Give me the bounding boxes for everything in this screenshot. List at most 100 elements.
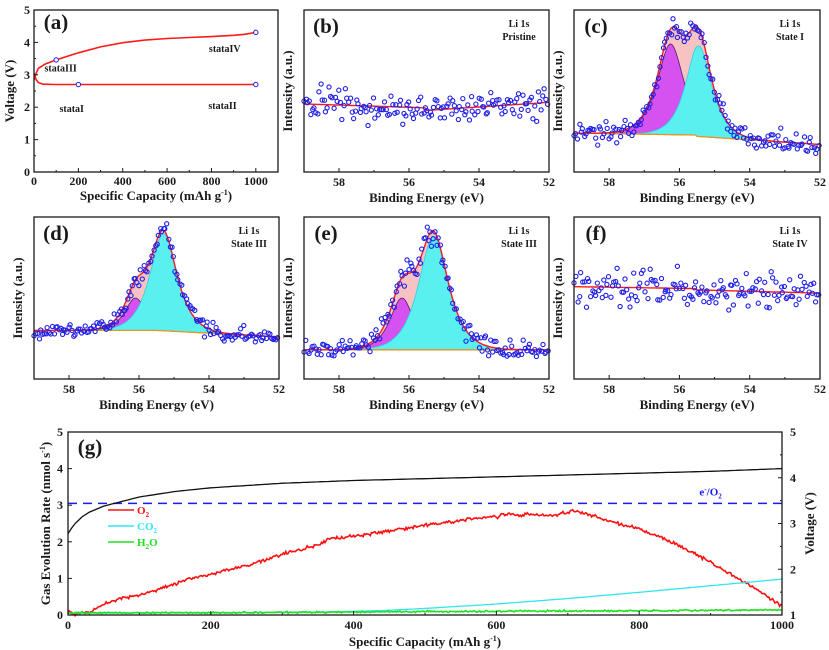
y-tick-label: 2 bbox=[24, 100, 30, 114]
data-point bbox=[696, 28, 702, 34]
data-point bbox=[308, 111, 314, 118]
plot-frame-c bbox=[573, 9, 821, 173]
data-point bbox=[350, 352, 356, 358]
peak-component-2 bbox=[573, 45, 821, 145]
data-point bbox=[368, 107, 374, 113]
data-point bbox=[44, 324, 50, 331]
data-point bbox=[742, 293, 748, 299]
x-tick-label: 52 bbox=[814, 175, 826, 189]
data-point bbox=[767, 141, 773, 148]
data-point bbox=[455, 116, 462, 123]
data-point bbox=[724, 126, 731, 132]
data-point bbox=[151, 247, 157, 253]
fit-envelope-line bbox=[574, 286, 820, 294]
data-point bbox=[75, 326, 82, 332]
data-point bbox=[493, 338, 499, 345]
data-point bbox=[373, 106, 380, 112]
data-point bbox=[183, 296, 190, 302]
data-point bbox=[365, 344, 371, 350]
panel-label: (b) bbox=[313, 14, 339, 38]
data-point bbox=[601, 277, 607, 283]
data-point bbox=[655, 75, 662, 81]
data-point bbox=[346, 99, 352, 105]
data-point bbox=[742, 125, 748, 131]
y-axis-label: Intensity (a.u.) bbox=[550, 50, 565, 131]
data-point bbox=[484, 347, 491, 353]
data-point bbox=[636, 285, 642, 291]
data-point bbox=[306, 98, 312, 104]
data-point bbox=[155, 232, 161, 239]
data-point bbox=[582, 133, 588, 140]
data-point bbox=[743, 270, 749, 277]
data-point bbox=[229, 337, 235, 343]
data-point bbox=[631, 270, 637, 276]
data-point bbox=[697, 289, 704, 295]
data-point bbox=[518, 106, 524, 113]
data-point bbox=[386, 111, 393, 118]
data-point bbox=[626, 296, 632, 302]
data-point bbox=[609, 130, 615, 136]
data-point bbox=[166, 236, 172, 243]
data-point bbox=[620, 289, 627, 295]
data-point bbox=[215, 329, 222, 335]
data-point bbox=[627, 304, 633, 310]
data-point bbox=[716, 92, 722, 99]
data-point bbox=[670, 16, 676, 22]
data-point bbox=[605, 274, 612, 280]
data-point bbox=[350, 115, 357, 122]
data-point bbox=[704, 288, 710, 294]
data-point bbox=[316, 89, 322, 95]
data-point bbox=[113, 319, 120, 325]
data-point bbox=[201, 334, 208, 340]
data-point bbox=[734, 134, 740, 141]
data-point bbox=[349, 109, 355, 115]
data-point bbox=[678, 29, 684, 35]
x-tick-label: 58 bbox=[63, 382, 75, 396]
data-point bbox=[618, 127, 625, 134]
data-point bbox=[397, 102, 403, 108]
data-point bbox=[739, 285, 745, 292]
data-point bbox=[162, 226, 168, 232]
data-point bbox=[462, 112, 468, 118]
data-point bbox=[460, 95, 466, 102]
data-point bbox=[372, 337, 378, 343]
panel-e: 58 56 54 52 Binding Energy (eV) Intensity (a.… bbox=[280, 216, 555, 412]
spectrum-title: Li 1s bbox=[239, 226, 260, 237]
data-point bbox=[601, 131, 607, 137]
data-point bbox=[373, 327, 379, 333]
data-point bbox=[575, 299, 581, 305]
data-point bbox=[803, 283, 809, 289]
data-point bbox=[476, 345, 483, 351]
data-point bbox=[430, 236, 436, 242]
data-point bbox=[393, 289, 399, 295]
x-tick-label: 56 bbox=[133, 382, 145, 396]
x-tick-label: 52 bbox=[273, 382, 285, 396]
data-point bbox=[599, 294, 605, 301]
data-point bbox=[488, 89, 494, 96]
panel-label: (f) bbox=[586, 221, 607, 245]
data-point bbox=[410, 115, 417, 122]
panel-c: 58 56 54 52 Binding Energy (eV) Intensity (a.… bbox=[550, 9, 826, 205]
spectrum-title: State I bbox=[776, 32, 804, 43]
x-axis-label: Specific Capacity (mAh g-1) bbox=[349, 634, 501, 649]
data-point bbox=[267, 331, 273, 337]
data-point bbox=[804, 293, 810, 300]
data-point bbox=[482, 333, 489, 339]
data-point bbox=[525, 107, 531, 114]
data-point bbox=[461, 326, 467, 332]
data-point bbox=[403, 113, 409, 119]
data-point bbox=[745, 303, 751, 309]
data-point bbox=[807, 134, 813, 141]
data-point bbox=[481, 104, 487, 110]
data-point bbox=[766, 305, 772, 311]
panel-a: stataI stataII stataIII stataIV 0 200 400 600 80… bbox=[2, 3, 279, 203]
state-marker bbox=[75, 81, 82, 88]
series-line-h2o bbox=[67, 608, 783, 615]
data-point bbox=[624, 125, 630, 132]
data-point bbox=[793, 131, 799, 137]
data-point bbox=[346, 345, 352, 351]
data-point bbox=[311, 105, 317, 111]
data-point bbox=[583, 304, 590, 310]
y-tick-label: 3 bbox=[57, 498, 63, 512]
data-point bbox=[669, 32, 675, 38]
